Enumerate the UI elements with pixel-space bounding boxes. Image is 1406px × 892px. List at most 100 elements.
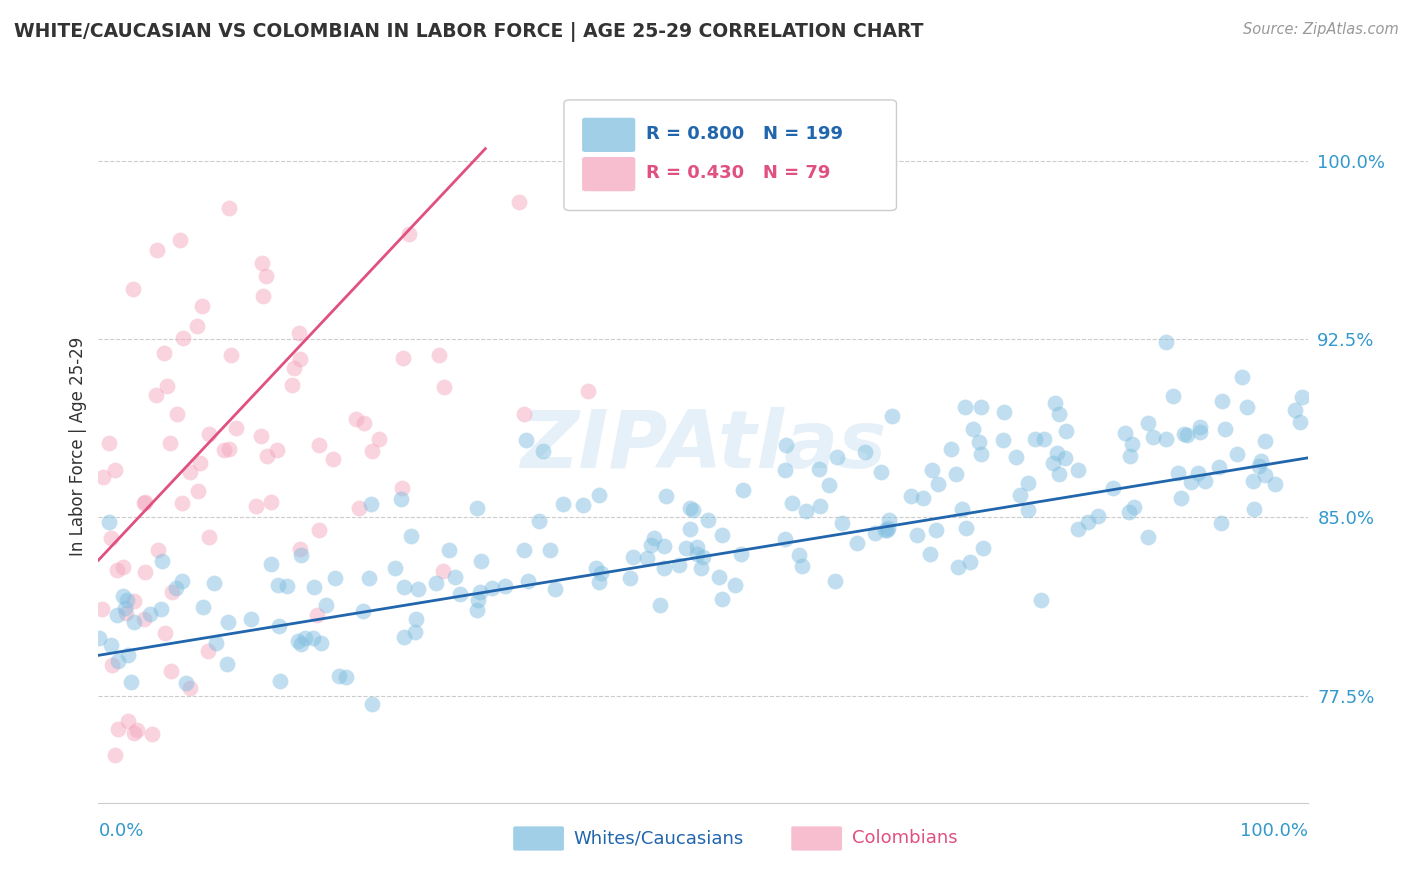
Point — [239, 612, 262, 626]
Point — [323, 571, 346, 585]
Point — [1264, 477, 1286, 491]
Point — [1043, 396, 1066, 410]
Point — [288, 326, 311, 340]
Point — [1250, 454, 1272, 468]
Point — [959, 555, 981, 569]
Point — [927, 477, 949, 491]
Point — [780, 495, 803, 509]
Point — [1226, 447, 1249, 461]
Point — [925, 523, 948, 537]
Point — [465, 603, 488, 617]
FancyBboxPatch shape — [513, 826, 564, 851]
Point — [991, 434, 1014, 448]
Point — [112, 589, 135, 603]
Point — [817, 478, 839, 492]
Point — [950, 501, 973, 516]
Point — [256, 450, 278, 464]
Point — [159, 436, 181, 450]
Point — [188, 456, 211, 470]
Point — [100, 638, 122, 652]
Point — [640, 538, 662, 552]
Point — [650, 599, 672, 613]
Point — [1101, 481, 1123, 495]
Point — [100, 531, 122, 545]
Point — [544, 582, 567, 596]
Point — [675, 541, 697, 556]
Point — [361, 443, 384, 458]
Point — [169, 233, 191, 247]
Point — [1180, 475, 1202, 489]
Point — [309, 636, 332, 650]
FancyBboxPatch shape — [564, 100, 897, 211]
Point — [205, 636, 228, 650]
Point — [198, 530, 221, 544]
Point — [179, 681, 201, 695]
Point — [1209, 516, 1232, 531]
Point — [679, 500, 702, 515]
Point — [853, 445, 876, 459]
Point — [225, 421, 247, 435]
Text: 100.0%: 100.0% — [1240, 822, 1308, 840]
FancyBboxPatch shape — [582, 118, 636, 152]
Point — [212, 443, 235, 458]
Point — [344, 411, 367, 425]
Point — [955, 400, 977, 414]
Point — [405, 612, 427, 626]
Point — [288, 541, 311, 556]
Point — [287, 633, 309, 648]
Point — [87, 631, 110, 645]
Point — [527, 515, 550, 529]
Point — [686, 540, 709, 554]
Point — [432, 564, 454, 578]
Point — [1236, 400, 1258, 414]
Point — [576, 384, 599, 398]
Point — [1156, 335, 1178, 350]
Point — [398, 227, 420, 241]
Point — [1291, 390, 1313, 404]
Point — [266, 443, 288, 458]
Point — [1032, 433, 1054, 447]
Point — [392, 580, 415, 594]
Point — [905, 528, 928, 542]
Point — [150, 554, 173, 568]
Point — [360, 497, 382, 511]
Point — [429, 349, 451, 363]
Point — [1154, 432, 1177, 446]
Point — [1213, 422, 1236, 436]
Point — [187, 484, 209, 499]
Point — [962, 422, 984, 436]
Point — [91, 470, 114, 484]
Point — [250, 256, 273, 270]
Point — [941, 442, 963, 456]
Point — [97, 516, 120, 530]
Point — [302, 580, 325, 594]
Point — [918, 547, 941, 561]
Point — [308, 438, 330, 452]
Point — [217, 657, 239, 672]
Point — [361, 697, 384, 711]
Point — [1017, 476, 1039, 491]
Point — [172, 331, 194, 345]
Point — [1243, 502, 1265, 516]
Point — [294, 631, 316, 645]
Point — [120, 674, 142, 689]
Point — [900, 488, 922, 502]
Point — [668, 558, 690, 572]
Point — [945, 467, 967, 481]
Point — [328, 669, 350, 683]
Point — [775, 438, 797, 452]
Point — [367, 433, 389, 447]
Point — [1004, 450, 1026, 464]
Point — [437, 542, 460, 557]
Point — [335, 670, 357, 684]
Point — [391, 351, 413, 365]
Point — [865, 526, 887, 541]
Point — [1054, 424, 1077, 438]
Point — [197, 643, 219, 657]
Point — [1208, 460, 1230, 475]
Point — [186, 318, 208, 333]
Point — [1119, 449, 1142, 463]
Point — [391, 481, 413, 495]
Point — [160, 584, 183, 599]
Point — [145, 243, 167, 257]
